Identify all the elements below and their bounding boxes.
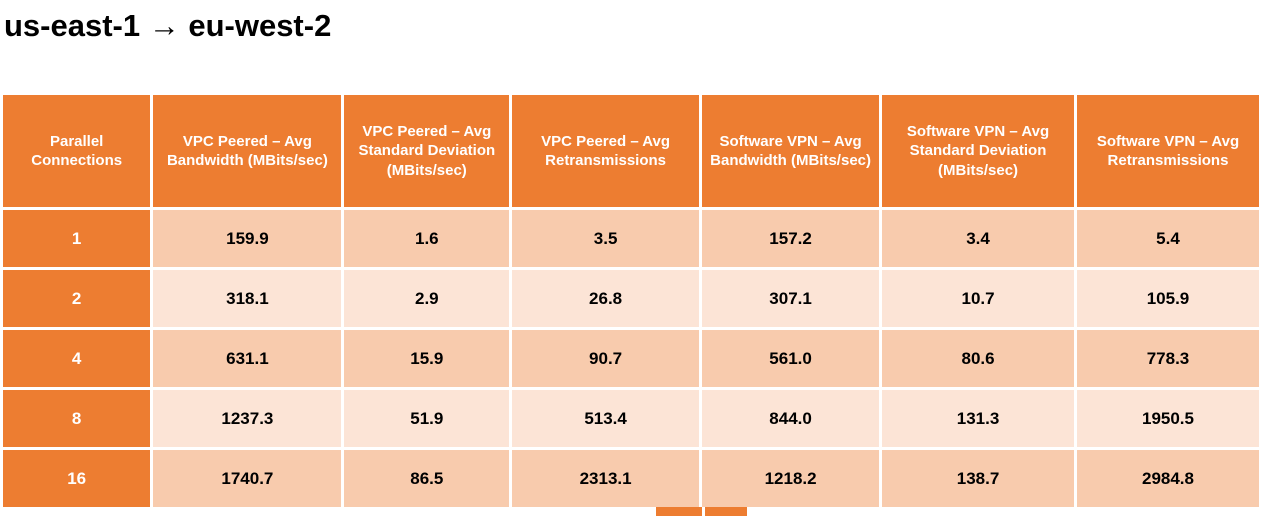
- table-cell: 86.5: [344, 450, 510, 507]
- row-header-cell: 16: [3, 450, 151, 507]
- table-cell: 5.4: [1076, 210, 1259, 267]
- table-cell: 2984.8: [1076, 450, 1259, 507]
- column-header-vpc-avg-std-deviation: VPC Peered – Avg Standard Deviation (MBi…: [344, 95, 510, 207]
- column-header-vpn-avg-bandwidth: Software VPN – Avg Bandwidth (MBits/sec): [702, 95, 880, 207]
- table-cell: 159.9: [153, 210, 342, 267]
- table-cell: 1237.3: [153, 390, 342, 447]
- table-cell: 778.3: [1076, 330, 1259, 387]
- table-row: 16 1740.7 86.5 2313.1 1218.2 138.7 2984.…: [3, 450, 1259, 507]
- table-cell: 631.1: [153, 330, 342, 387]
- table-cell: 307.1: [702, 270, 880, 327]
- performance-table-container: Parallel Connections VPC Peered – Avg Ba…: [0, 92, 1262, 510]
- header-row: Parallel Connections VPC Peered – Avg Ba…: [3, 95, 1259, 207]
- table-cell: 1218.2: [702, 450, 880, 507]
- performance-table: Parallel Connections VPC Peered – Avg Ba…: [0, 92, 1262, 510]
- row-header-cell: 2: [3, 270, 151, 327]
- table-cell: 2.9: [344, 270, 510, 327]
- row-header-cell: 8: [3, 390, 151, 447]
- column-header-vpc-avg-bandwidth: VPC Peered – Avg Bandwidth (MBits/sec): [153, 95, 342, 207]
- table-cell: 138.7: [882, 450, 1074, 507]
- table-cell: 1.6: [344, 210, 510, 267]
- table-row: 8 1237.3 51.9 513.4 844.0 131.3 1950.5: [3, 390, 1259, 447]
- table-cell: 26.8: [512, 270, 700, 327]
- column-header-parallel-connections: Parallel Connections: [3, 95, 151, 207]
- row-header-cell: 1: [3, 210, 151, 267]
- row-header-cell: 4: [3, 330, 151, 387]
- table-cell: 131.3: [882, 390, 1074, 447]
- table-cell: 157.2: [702, 210, 880, 267]
- column-header-vpn-avg-retransmissions: Software VPN – Avg Retransmissions: [1076, 95, 1259, 207]
- table-row: 2 318.1 2.9 26.8 307.1 10.7 105.9: [3, 270, 1259, 327]
- table-cell: 3.5: [512, 210, 700, 267]
- table-cell: 1740.7: [153, 450, 342, 507]
- column-header-vpc-avg-retransmissions: VPC Peered – Avg Retransmissions: [512, 95, 700, 207]
- table-cell: 80.6: [882, 330, 1074, 387]
- table-cell: 105.9: [1076, 270, 1259, 327]
- next-table-fragment: [705, 507, 747, 516]
- table-row: 4 631.1 15.9 90.7 561.0 80.6 778.3: [3, 330, 1259, 387]
- table-cell: 51.9: [344, 390, 510, 447]
- table-cell: 513.4: [512, 390, 700, 447]
- table-row: 1 159.9 1.6 3.5 157.2 3.4 5.4: [3, 210, 1259, 267]
- next-table-fragment: [656, 507, 702, 516]
- table-cell: 10.7: [882, 270, 1074, 327]
- table-cell: 15.9: [344, 330, 510, 387]
- table-cell: 3.4: [882, 210, 1074, 267]
- table-cell: 1950.5: [1076, 390, 1259, 447]
- table-cell: 2313.1: [512, 450, 700, 507]
- table-cell: 561.0: [702, 330, 880, 387]
- table-cell: 90.7: [512, 330, 700, 387]
- column-header-vpn-avg-std-deviation: Software VPN – Avg Standard Deviation (M…: [882, 95, 1074, 207]
- table-cell: 318.1: [153, 270, 342, 327]
- table-cell: 844.0: [702, 390, 880, 447]
- page-title: us-east-1 → eu-west-2: [4, 8, 332, 43]
